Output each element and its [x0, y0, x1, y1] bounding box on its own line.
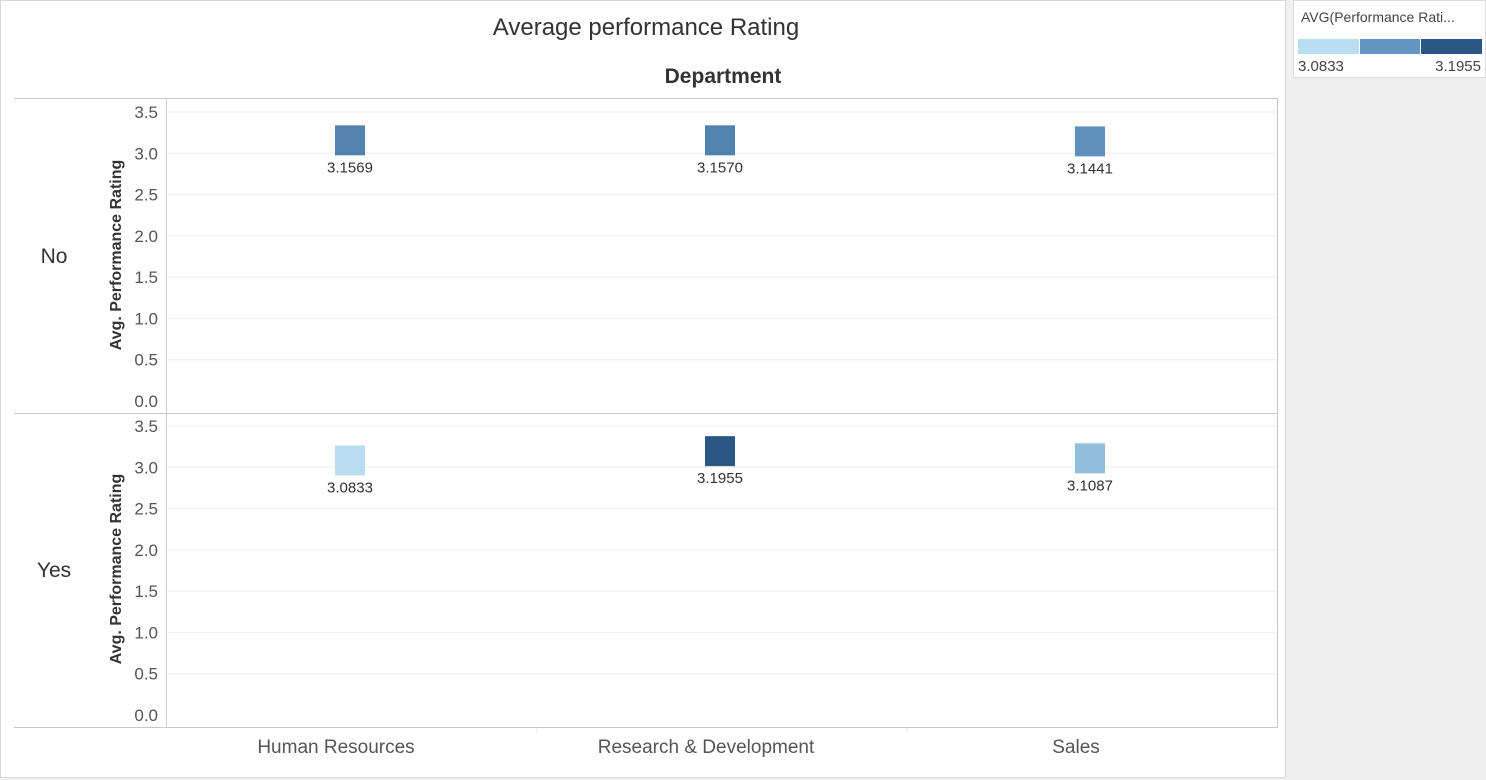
color-legend[interactable]: AVG(Performance Rati... 3.0833 3.1955 — [1293, 0, 1486, 78]
square-mark — [1075, 126, 1105, 157]
square-mark — [705, 125, 735, 156]
row-label-yes: Yes — [37, 559, 71, 582]
square-mark — [1075, 443, 1105, 474]
legend-min-label: 3.0833 — [1298, 58, 1344, 75]
x-category-label: Research & Development — [598, 737, 815, 758]
y-tick-label: 0.0 — [134, 392, 158, 411]
chart-plot: 0.0 0.5 1.0 1.5 2.0 2.5 3.0 3.5 No Avg. Performan… — [14, 98, 1278, 758]
y-tick-label: 0.5 — [134, 351, 158, 370]
column-header-department: Department — [664, 65, 782, 88]
row-label-no: No — [41, 245, 68, 268]
y-tick-label: 3.5 — [134, 417, 158, 436]
square-mark — [705, 436, 735, 467]
y-tick-label: 1.0 — [134, 309, 158, 328]
square-mark — [335, 125, 365, 156]
chart-sheet: Average performance Rating Department — [0, 0, 1286, 778]
data-label: 3.1955 — [697, 470, 743, 487]
y-tick-label: 2.0 — [134, 541, 158, 560]
y-tick-label: 2.5 — [134, 500, 158, 519]
legend-max-label: 3.1955 — [1435, 58, 1481, 75]
legend-ramp-step — [1421, 39, 1483, 54]
square-mark — [335, 445, 365, 476]
y-tick-label: 0.5 — [134, 665, 158, 684]
y-tick-label: 1.5 — [134, 268, 158, 287]
data-label: 3.1569 — [327, 159, 373, 176]
legend-color-ramp — [1298, 39, 1483, 54]
legend-ramp-step — [1359, 39, 1422, 54]
y-tick-label: 2.5 — [134, 186, 158, 205]
y-tick-label: 3.5 — [134, 103, 158, 122]
x-category-label: Human Resources — [257, 737, 414, 758]
chart-title: Average performance Rating — [492, 14, 800, 41]
data-label: 3.1441 — [1067, 160, 1113, 177]
data-label: 3.0833 — [327, 479, 373, 496]
data-label: 3.1087 — [1067, 477, 1113, 494]
y-tick-label: 1.5 — [134, 582, 158, 601]
legend-title: AVG(Performance Rati... — [1301, 9, 1455, 25]
x-category-label: Sales — [1052, 737, 1100, 758]
y-tick-label: 2.0 — [134, 227, 158, 246]
data-label: 3.1570 — [697, 159, 743, 176]
y-tick-label: 0.0 — [134, 706, 158, 725]
y-tick-label: 1.0 — [134, 623, 158, 642]
y-tick-label: 3.0 — [134, 144, 158, 163]
legend-ramp-step — [1298, 39, 1360, 54]
y-tick-label: 3.0 — [134, 458, 158, 477]
y-axis-title: Avg. Performance Rating — [108, 474, 125, 665]
y-axis-title: Avg. Performance Rating — [108, 160, 125, 351]
